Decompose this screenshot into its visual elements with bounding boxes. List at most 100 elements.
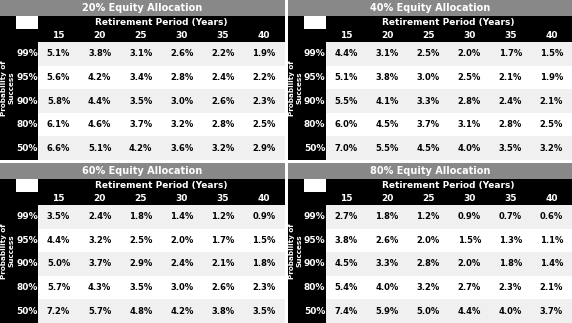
Bar — [16, 229, 38, 252]
Bar — [38, 299, 79, 323]
Text: 5.4%: 5.4% — [335, 283, 358, 292]
Text: 1.8%: 1.8% — [252, 259, 276, 268]
Bar — [79, 113, 120, 136]
Text: 5.0%: 5.0% — [416, 307, 440, 316]
Text: 5.0%: 5.0% — [47, 259, 70, 268]
Text: 80%: 80% — [17, 120, 38, 129]
Text: 7.4%: 7.4% — [335, 307, 358, 316]
Text: 2.1%: 2.1% — [540, 283, 563, 292]
Text: Probability of
Success: Probability of Success — [2, 60, 14, 116]
Bar — [325, 16, 572, 29]
Text: 3.5%: 3.5% — [252, 307, 276, 316]
Bar — [367, 66, 408, 89]
Bar — [79, 66, 120, 89]
Bar — [449, 205, 490, 229]
Text: 2.3%: 2.3% — [252, 283, 276, 292]
Bar — [79, 42, 120, 66]
Bar — [161, 192, 202, 205]
Text: 0.7%: 0.7% — [499, 212, 522, 221]
Bar — [531, 252, 572, 276]
Text: Probability of
Success: Probability of Success — [289, 223, 302, 279]
Text: 3.5%: 3.5% — [499, 144, 522, 153]
Text: 90%: 90% — [16, 259, 38, 268]
Bar — [325, 276, 367, 299]
Text: Retirement Period (Years): Retirement Period (Years) — [383, 181, 515, 190]
Bar — [244, 113, 284, 136]
Text: 2.3%: 2.3% — [499, 283, 522, 292]
Text: 3.1%: 3.1% — [458, 120, 481, 129]
Bar — [202, 66, 244, 89]
Text: 30: 30 — [176, 194, 188, 203]
Text: 3.0%: 3.0% — [170, 97, 193, 106]
Text: 2.5%: 2.5% — [416, 49, 440, 58]
Text: Retirement Period (Years): Retirement Period (Years) — [95, 18, 228, 27]
Text: 1.5%: 1.5% — [252, 236, 276, 245]
Bar — [367, 113, 408, 136]
Bar — [490, 29, 531, 42]
Bar — [531, 89, 572, 113]
Text: 80%: 80% — [304, 283, 325, 292]
Bar — [367, 299, 408, 323]
Text: 30: 30 — [463, 194, 475, 203]
Bar — [202, 205, 244, 229]
Bar — [244, 205, 284, 229]
Text: 1.3%: 1.3% — [499, 236, 522, 245]
Bar — [16, 299, 38, 323]
Text: Probability of
Success: Probability of Success — [289, 60, 302, 116]
Bar — [244, 192, 284, 205]
Bar — [16, 136, 38, 160]
Bar — [304, 276, 325, 299]
Bar — [367, 89, 408, 113]
Bar — [120, 192, 161, 205]
Text: 3.7%: 3.7% — [129, 120, 152, 129]
Text: 4.5%: 4.5% — [335, 259, 358, 268]
Bar — [408, 205, 449, 229]
Bar — [120, 113, 161, 136]
Bar — [325, 229, 367, 252]
Bar — [325, 29, 367, 42]
Text: 4.1%: 4.1% — [375, 97, 399, 106]
Text: 50%: 50% — [17, 307, 38, 316]
Bar — [490, 229, 531, 252]
Text: 1.7%: 1.7% — [211, 236, 235, 245]
Bar — [202, 252, 244, 276]
Bar — [304, 66, 325, 89]
Text: 2.0%: 2.0% — [416, 236, 440, 245]
Bar — [490, 136, 531, 160]
Bar — [202, 136, 244, 160]
Bar — [16, 113, 38, 136]
Text: 4.2%: 4.2% — [88, 73, 112, 82]
Text: 7.0%: 7.0% — [335, 144, 358, 153]
Text: 4.5%: 4.5% — [375, 120, 399, 129]
Text: 4.2%: 4.2% — [129, 144, 152, 153]
Bar — [325, 192, 367, 205]
Text: 20: 20 — [93, 31, 106, 40]
Text: 2.5%: 2.5% — [252, 120, 276, 129]
Bar — [408, 252, 449, 276]
Text: Retirement Period (Years): Retirement Period (Years) — [95, 181, 228, 190]
Bar — [531, 42, 572, 66]
Bar — [367, 252, 408, 276]
Text: 1.9%: 1.9% — [252, 49, 276, 58]
Text: 7.2%: 7.2% — [47, 307, 70, 316]
Text: 15: 15 — [52, 194, 65, 203]
Text: 40: 40 — [545, 31, 558, 40]
Text: 40% Equity Allocation: 40% Equity Allocation — [370, 3, 490, 13]
Bar — [202, 89, 244, 113]
Text: 3.1%: 3.1% — [375, 49, 399, 58]
Bar — [304, 136, 325, 160]
Text: 2.1%: 2.1% — [499, 73, 522, 82]
Text: 2.0%: 2.0% — [458, 259, 481, 268]
Text: 3.7%: 3.7% — [88, 259, 111, 268]
Bar — [38, 229, 79, 252]
Bar — [38, 89, 79, 113]
Text: 3.0%: 3.0% — [170, 283, 193, 292]
Bar — [449, 66, 490, 89]
Text: 1.7%: 1.7% — [499, 49, 522, 58]
Bar — [490, 42, 531, 66]
Bar — [120, 42, 161, 66]
Text: Retirement Period (Years): Retirement Period (Years) — [383, 18, 515, 27]
Bar — [449, 42, 490, 66]
Bar — [490, 252, 531, 276]
Text: 1.5%: 1.5% — [540, 49, 563, 58]
